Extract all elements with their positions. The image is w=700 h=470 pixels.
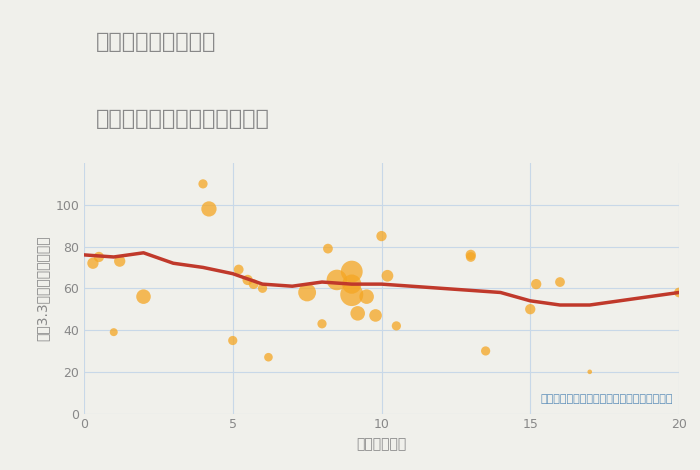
Point [257,284,268,292]
X-axis label: 駅距離（分）: 駅距離（分） [356,437,407,451]
Text: 駅距離別中古マンション価格: 駅距離別中古マンション価格 [96,109,270,129]
Y-axis label: 坪（3.3㎡）単価（万円）: 坪（3.3㎡）単価（万円） [36,235,50,341]
Point [370,312,381,319]
Point [465,251,476,258]
Point [346,291,357,298]
Text: 三重県伊賀市界外の: 三重県伊賀市界外の [96,32,216,53]
Point [138,293,149,300]
Point [242,276,253,284]
Point [114,258,125,265]
Point [93,253,104,261]
Point [361,293,372,300]
Point [391,322,402,329]
Point [322,245,333,252]
Point [197,180,209,188]
Point [316,320,328,328]
Point [554,278,566,286]
Point [465,253,476,261]
Point [88,259,99,267]
Text: 円の大きさは、取引のあった物件面積を示す: 円の大きさは、取引のあった物件面積を示す [540,393,673,404]
Point [346,281,357,288]
Point [480,347,491,355]
Point [584,368,595,376]
Point [376,232,387,240]
Point [302,289,313,296]
Point [248,281,259,288]
Point [352,310,363,317]
Point [346,268,357,275]
Point [531,281,542,288]
Point [203,205,214,213]
Point [331,276,342,284]
Point [233,266,244,273]
Point [108,329,119,336]
Point [227,337,238,344]
Point [673,289,685,296]
Point [382,272,393,280]
Point [525,306,536,313]
Point [263,353,274,361]
